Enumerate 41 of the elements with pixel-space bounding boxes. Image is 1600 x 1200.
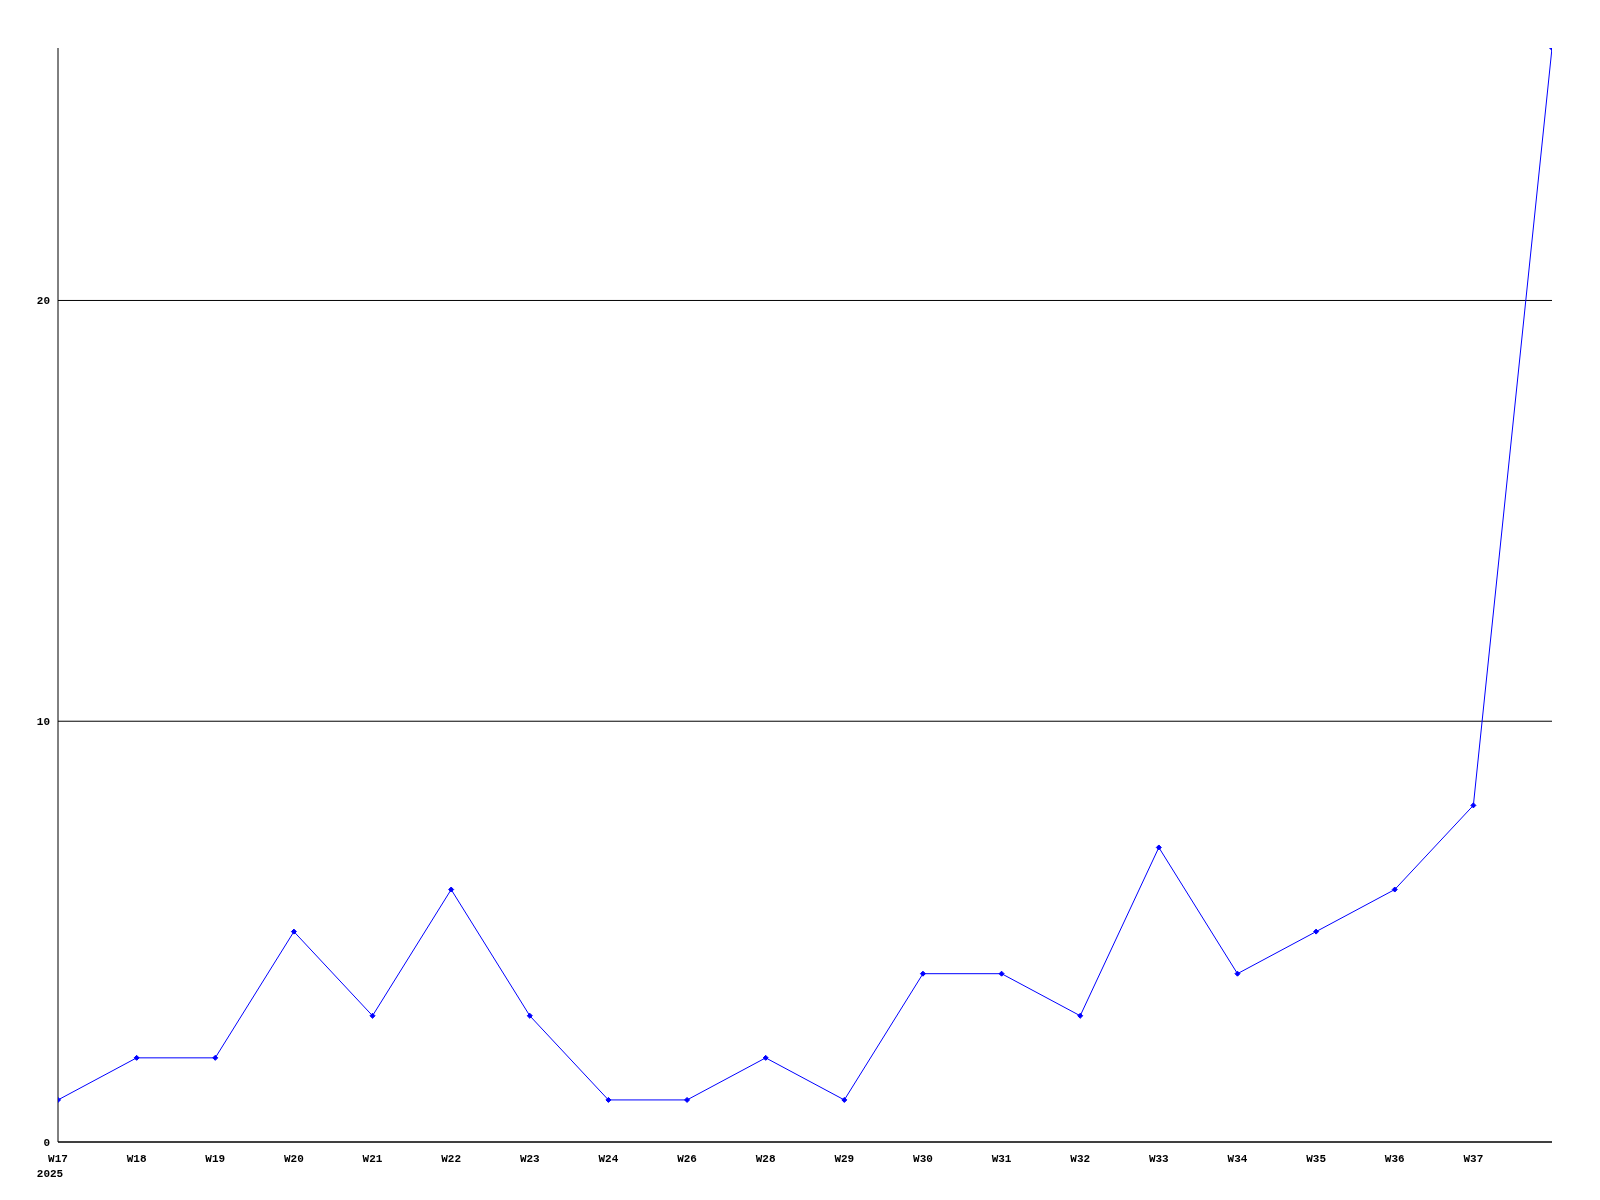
point <box>369 1012 376 1019</box>
point <box>919 970 926 977</box>
x-tick-label: W29 <box>834 1153 855 1165</box>
x-tick-label: W32 <box>1070 1153 1091 1165</box>
point <box>1391 886 1398 893</box>
x-tick-label: W26 <box>677 1153 697 1165</box>
point <box>605 1096 612 1103</box>
point <box>448 886 455 893</box>
x-tick-label: W35 <box>1306 1153 1327 1165</box>
x-tick-label: W17 2025 <box>36 1153 68 1180</box>
point <box>1313 928 1320 935</box>
x-tick-label: W34 <box>1227 1153 1248 1165</box>
y-tick-label: 10 <box>36 716 50 729</box>
x-tick-label: W24 <box>598 1153 619 1165</box>
x-tick-label: W36 <box>1384 1153 1405 1165</box>
point <box>762 1054 769 1061</box>
x-tick-label: W19 <box>205 1153 226 1165</box>
point <box>290 928 297 935</box>
point <box>133 1054 140 1061</box>
point <box>1155 844 1162 851</box>
y-tick-label: 0 <box>43 1136 50 1149</box>
x-tick-label: W20 <box>283 1153 304 1165</box>
point <box>998 970 1005 977</box>
point <box>526 1012 533 1019</box>
x-tick-label: W28 <box>755 1153 776 1165</box>
point <box>684 1096 691 1103</box>
x-tick-label: W21 <box>362 1153 383 1165</box>
point <box>1234 970 1241 977</box>
x-tick-label: W30 <box>913 1153 933 1165</box>
point <box>1077 1012 1084 1019</box>
x-tick-label: W37 <box>1463 1153 1484 1165</box>
point <box>212 1054 219 1061</box>
x-tick-label: W23 <box>519 1153 541 1165</box>
x-tick-label: W31 <box>991 1153 1012 1165</box>
point <box>841 1096 848 1103</box>
line-series <box>58 48 1552 1103</box>
x-tick-label: W18 <box>126 1153 147 1165</box>
point <box>1470 802 1477 809</box>
y-tick-label: 20 <box>36 295 50 308</box>
x-tick-label: W22 <box>441 1153 462 1165</box>
x-tick-label: W33 <box>1148 1153 1170 1165</box>
